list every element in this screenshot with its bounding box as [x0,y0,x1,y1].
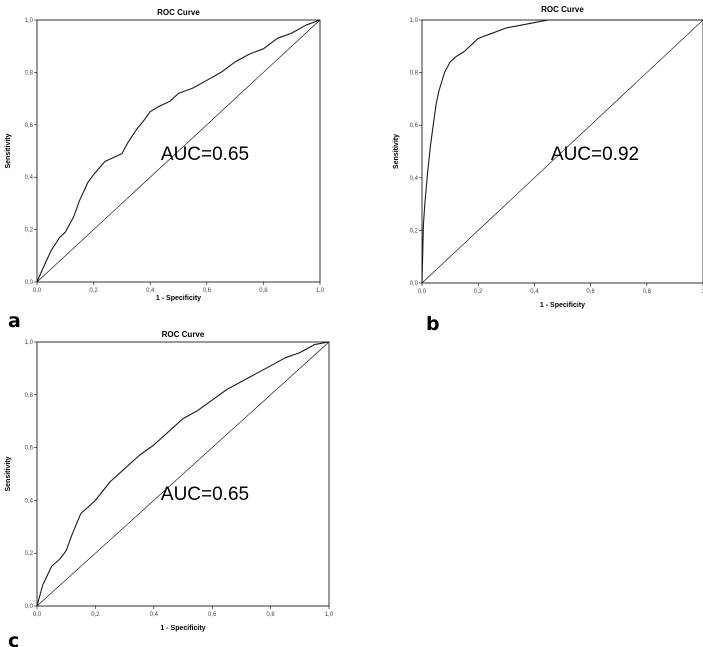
y-tick-label: 0,0 [25,280,34,286]
y-tick-label: 0,8 [25,393,34,399]
x-tick-label: 1,0 [325,612,334,618]
y-tick-label: 0,4 [25,175,34,181]
x-tick-label: 0,6 [203,288,212,294]
chart-title: ROC Curve [157,8,200,17]
y-tick-label: 0,0 [25,604,34,610]
x-tick-label: 0,8 [643,289,652,295]
y-tick-label: 0,4 [25,498,34,504]
x-tick-label: 0,4 [150,612,159,618]
y-tick-label: 0,2 [25,551,34,557]
y-tick-label: 1,0 [25,18,34,24]
roc-panel-b: 0,0 0,2 0,4 0,6 0,8 1 0,0 0,2 0,4 0,6 0,8 1,0 ROC Cu… [393,5,703,335]
x-axis-label: 1 - Specificity [156,295,201,302]
auc-annotation: AUC=0.65 [161,484,249,505]
roc-panel-c: 0,0 0,2 0,4 0,6 0,8 1,0 0,0 0,2 0,4 0,6 0,8 1,0 ROC … [5,330,334,647]
x-tick-label: 0,6 [586,289,595,295]
x-tick-label: 0,4 [146,288,155,294]
y-tick-label: 0,8 [25,70,34,76]
x-tick-label: 0,6 [208,612,217,618]
x-tick-label: 0,8 [266,612,275,618]
roc-curve-line [36,19,321,283]
plot-frame [36,19,321,283]
panel-letter: b [426,313,440,335]
x-tick-label: 0,4 [530,289,539,295]
chart-title: ROC Curve [162,330,205,339]
y-tick-label: 0,2 [25,228,34,234]
y-tick-label: 0,8 [410,71,419,77]
x-tick-label: 0,2 [474,289,483,295]
x-axis-label: 1 - Specificity [160,625,205,632]
x-tick-label: 0,0 [33,612,42,618]
auc-annotation: AUC=0.92 [551,144,639,165]
x-tick-label: 0,8 [259,288,268,294]
y-tick-label: 1,0 [25,340,34,346]
plot-frame [36,341,330,607]
x-tick-label: 0,0 [418,289,427,295]
y-axis-label: Sensitivity [5,456,12,491]
x-tick-label: 0,2 [89,288,98,294]
y-tick-label: 0,6 [25,123,34,129]
panel-letter: c [8,630,19,647]
y-tick-label: 1,0 [410,18,419,24]
x-axis-label: 1 - Specificity [540,302,585,309]
y-tick-label: 0,2 [410,228,419,234]
y-tick-label: 0,0 [410,281,419,287]
reference-diagonal [36,341,330,607]
x-tick-label: 1,0 [316,288,325,294]
reference-diagonal [421,19,703,284]
chart-title: ROC Curve [541,5,584,14]
panel-letter: a [8,310,21,332]
auc-annotation: AUC=0.65 [161,144,249,165]
y-tick-label: 0,6 [25,446,34,452]
y-axis-label: Sensitivity [393,134,400,169]
y-tick-label: 0,6 [410,123,419,129]
reference-diagonal [36,19,321,283]
x-tick-label: 1 [701,289,703,295]
roc-panel-a: 0,0 0,2 0,4 0,6 0,8 1,0 0,0 0,2 0,4 0,6 0,8 1,0 ROC … [5,8,325,332]
y-tick-label: 0,4 [410,176,419,182]
roc-curve-line [421,19,703,284]
y-axis-label: Sensitivity [5,133,12,168]
x-tick-label: 0,0 [33,288,42,294]
roc-curve-line [36,341,330,607]
x-tick-label: 0,2 [91,612,100,618]
